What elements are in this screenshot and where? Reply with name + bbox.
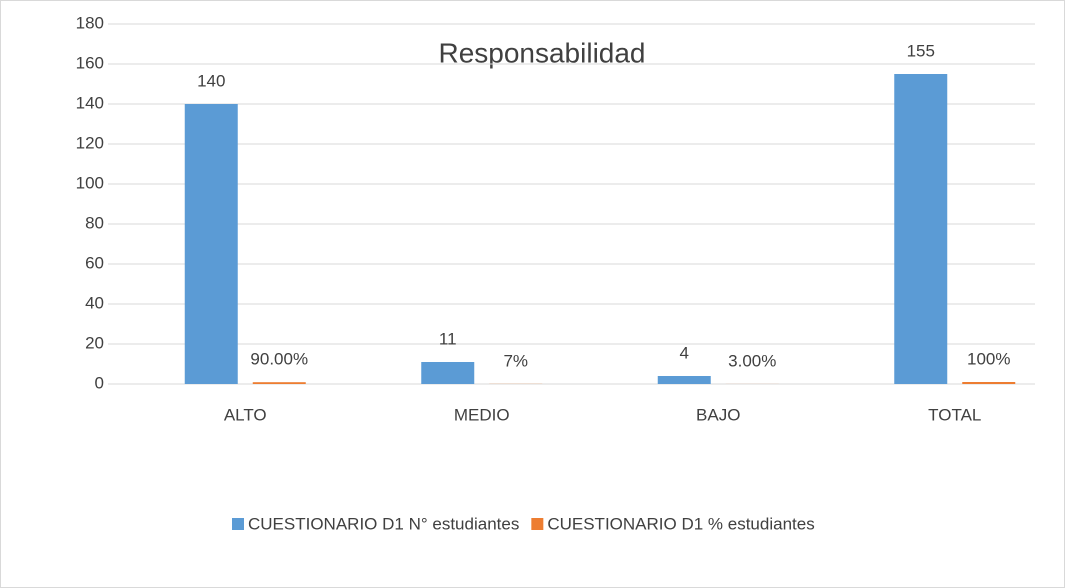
y-tick-label: 180: [76, 13, 104, 32]
data-label: 7%: [503, 351, 528, 370]
data-label: 4: [680, 343, 689, 362]
bar: [184, 104, 238, 384]
data-label: 155: [907, 41, 935, 60]
y-tick-label: 0: [95, 373, 104, 392]
data-label: 140: [197, 71, 225, 90]
y-tick-label: 80: [85, 213, 104, 232]
chart-title: Responsabilidad: [438, 37, 645, 68]
y-tick-label: 160: [76, 53, 104, 72]
legend-label: CUESTIONARIO D1 N° estudiantes: [248, 514, 519, 533]
legend-swatch: [531, 518, 544, 530]
legend-label: CUESTIONARIO D1 % estudiantes: [547, 514, 814, 533]
y-tick-label: 100: [76, 173, 104, 192]
x-tick-label: TOTAL: [928, 405, 981, 424]
x-tick-label: BAJO: [696, 405, 740, 424]
y-tick-label: 40: [85, 293, 104, 312]
y-tick-label: 60: [85, 253, 104, 272]
data-label: 100%: [967, 349, 1010, 368]
y-tick-label: 120: [76, 133, 104, 152]
bar: [252, 382, 306, 384]
x-tick-label: MEDIO: [454, 405, 510, 424]
bar: [894, 74, 948, 384]
data-label: 90.00%: [250, 350, 308, 369]
legend-swatch: [232, 518, 244, 530]
y-tick-label: 20: [85, 333, 104, 352]
bar: [657, 376, 711, 384]
bar: [421, 362, 475, 384]
bar: [962, 382, 1016, 384]
x-tick-label: ALTO: [224, 405, 267, 424]
data-label: 11: [439, 329, 457, 348]
data-label: 3.00%: [728, 351, 776, 370]
y-tick-label: 140: [76, 93, 104, 112]
